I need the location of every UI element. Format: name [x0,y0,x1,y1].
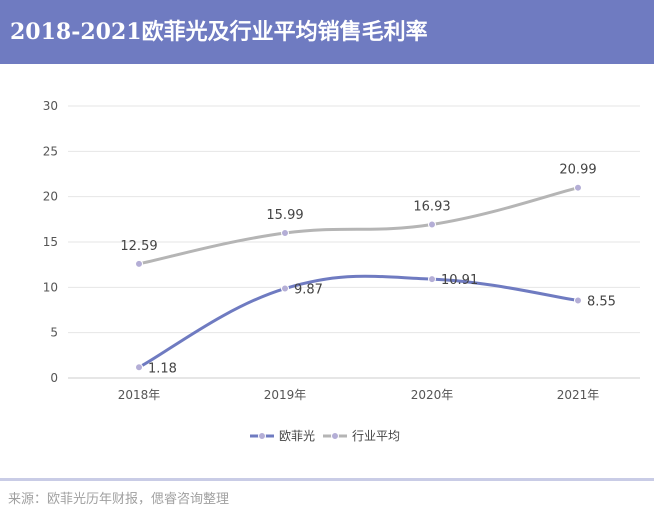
x-tick-label: 2020年 [411,388,454,402]
data-point [135,363,143,372]
data-label: 15.99 [266,208,303,223]
series-line-0 [137,274,580,369]
y-tick-label: 0 [50,371,58,385]
data-label: 12.59 [120,239,157,254]
x-tick-label: 2019年 [264,388,307,402]
grid-lines [68,105,640,334]
data-point [281,284,289,293]
data-point [428,275,436,284]
legend-swatch-marker [331,432,339,440]
data-labels: 1.18 9.87 10.91 8.55 12.59 15.99 16.93 20.99 [120,163,616,377]
y-tick-label: 15 [43,235,58,249]
y-tick-label: 5 [50,326,58,340]
axes: 0 5 10 15 20 25 30 2018年 2019年 2020年 2021年 [43,99,640,402]
data-point [428,220,436,229]
legend: 欧菲光 行业平均 [250,429,400,443]
legend-swatch-marker [258,432,266,440]
data-label: 1.18 [148,361,177,376]
series-lines [135,183,582,372]
data-point [135,259,143,268]
data-point [574,183,582,192]
y-tick-label: 10 [43,280,58,294]
y-tick-label: 25 [43,144,58,158]
legend-label: 行业平均 [352,429,400,443]
line-chart: 0 5 10 15 20 25 30 2018年 2019年 2020年 2021年 1.18 9.8… [43,99,640,443]
x-tick-label: 2021年 [557,388,600,402]
legend-label: 欧菲光 [279,429,315,443]
source-note: 来源：欧菲光历年财报，偲睿咨询整理 [8,492,230,507]
data-point [574,296,582,305]
x-tick-label: 2018年 [118,388,161,402]
series-line-1 [137,186,580,266]
chart-title-bar: 2018-2021欧菲光及行业平均销售毛利率 [0,0,654,64]
y-tick-label: 30 [43,99,58,113]
data-label: 9.87 [294,283,323,298]
y-tick-label: 20 [43,190,58,204]
footer-divider [0,478,654,481]
chart-title: 2018-2021欧菲光及行业平均销售毛利率 [10,19,428,45]
data-point [281,229,289,238]
data-label: 20.99 [559,163,596,178]
data-label: 16.93 [413,200,450,215]
data-label: 10.91 [441,273,478,288]
data-label: 8.55 [587,294,616,309]
